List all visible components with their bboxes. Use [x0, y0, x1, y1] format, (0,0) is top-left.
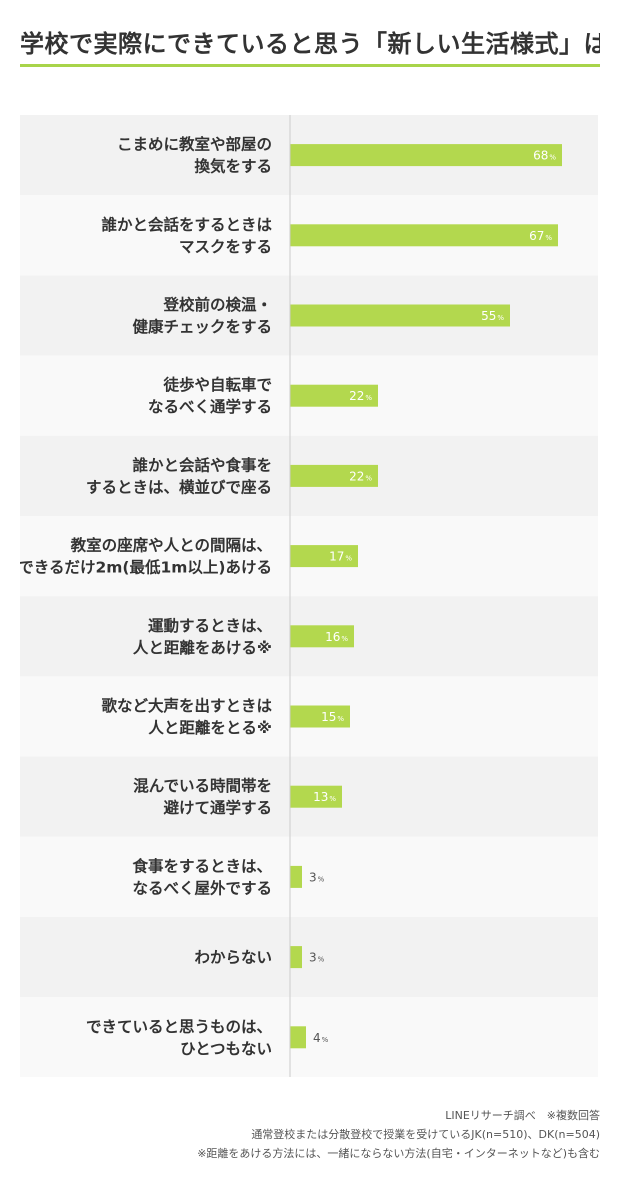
chart-title: 学校で実際にできていると思う「新しい生活様式」は？	[20, 30, 600, 58]
value-label: 22%	[349, 389, 372, 403]
bar	[290, 384, 378, 407]
value-label: 13%	[313, 790, 336, 804]
category-label: 食事をするときは、なるべく屋外でする	[131, 856, 272, 897]
category-label: 誰かと会話や食事をするときは、横並びで座る	[86, 455, 272, 496]
footnotes: LINEリサーチ調べ ※複数回答 通常登校または分散登校で授業を受けているJK(…	[20, 1106, 600, 1163]
bar	[290, 464, 378, 487]
footnote-distance: ※距離をあける方法には、一緒にならない方法(自宅・インターネットなど)も含む	[197, 1147, 600, 1160]
bar	[290, 705, 350, 728]
bar	[290, 1026, 306, 1049]
bar	[290, 785, 342, 808]
bar	[290, 625, 354, 648]
bar-chart: こまめに教室や部屋の換気をする 68% 誰かと会話をするときはマスクをする 67% 登校…	[20, 115, 598, 1077]
value-label: 15%	[321, 710, 344, 724]
bar	[290, 304, 510, 327]
category-label: 誰かと会話をするときはマスクをする	[101, 215, 272, 256]
value-label: 67%	[529, 229, 552, 243]
category-label: こまめに教室や部屋の換気をする	[117, 135, 272, 176]
category-label: できていると思うものは、ひとつもない	[86, 1018, 272, 1058]
value-label: 22%	[349, 469, 372, 483]
row-background	[20, 836, 598, 917]
category-label: 徒歩や自転車でなるべく通学する	[148, 375, 272, 416]
bar	[290, 224, 558, 247]
bar	[290, 545, 358, 568]
category-label: 混んでいる時間帯を避けて通学する	[133, 776, 272, 817]
bar	[290, 865, 302, 888]
category-label: 歌など大声を出すときは人と距離をとる※	[101, 696, 272, 737]
value-label: 55%	[481, 309, 504, 323]
value-label: 68%	[533, 149, 556, 163]
row-background	[20, 917, 598, 998]
value-label: 17%	[329, 550, 352, 564]
bar	[290, 946, 302, 969]
value-label: 4%	[313, 1031, 329, 1045]
title-underline	[20, 64, 600, 67]
category-label: 運動するときは、人と距離をあける※	[133, 616, 272, 657]
value-label: 16%	[325, 630, 348, 644]
row-background	[20, 997, 598, 1077]
category-label: わからない	[194, 949, 272, 967]
footnote-sample: 通常登校または分散登校で授業を受けているJK(n=510)、DK(n=504)	[251, 1128, 600, 1141]
footnote-source: LINEリサーチ調べ ※複数回答	[445, 1109, 600, 1122]
category-label: 登校前の検温・健康チェックをする	[132, 295, 272, 336]
value-label: 3%	[309, 951, 325, 965]
value-label: 3%	[309, 870, 325, 884]
category-label: 教室の座席や人との間隔は、できるだけ2m(最低1m以上)あける	[20, 536, 272, 577]
bar	[290, 144, 562, 167]
